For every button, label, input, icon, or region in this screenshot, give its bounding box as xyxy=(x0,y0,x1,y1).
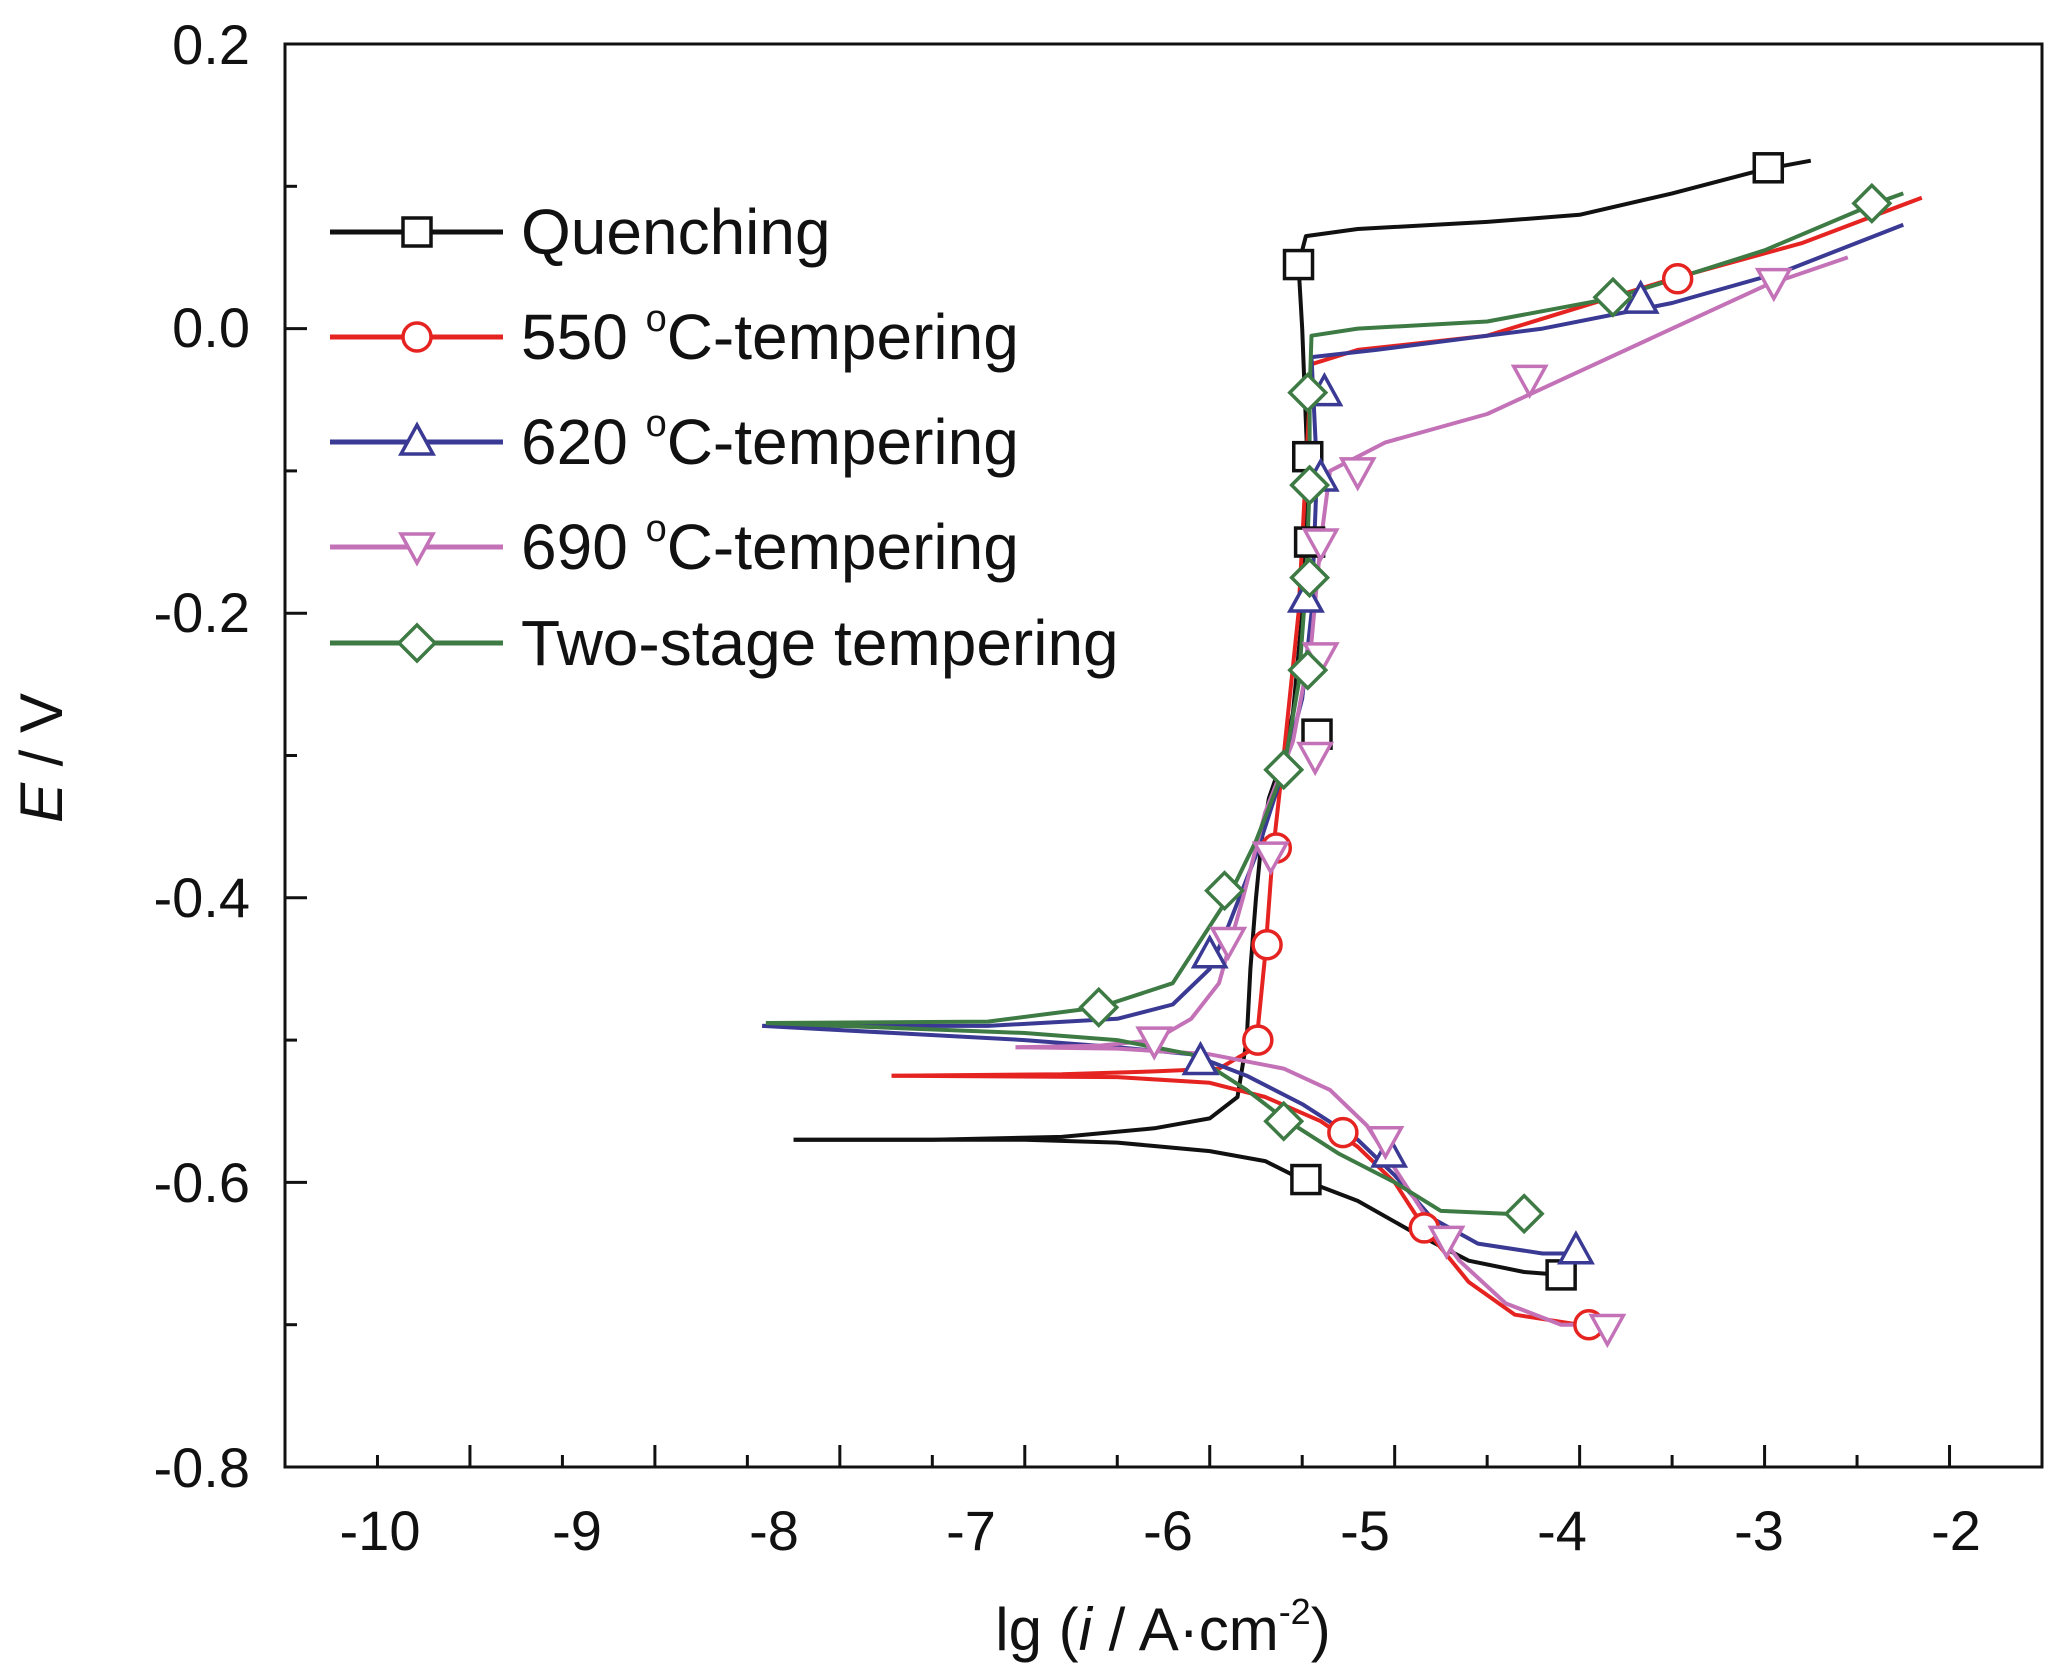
data-marker-diamond xyxy=(1263,1100,1305,1142)
x-tick-label: -9 xyxy=(552,1499,602,1562)
data-marker-diamond xyxy=(1287,372,1329,414)
y-tick-label: -0.2 xyxy=(154,581,251,644)
legend-label: 620 oC-tempering xyxy=(521,403,1019,478)
data-marker-triangle-down xyxy=(1251,841,1290,876)
curve-cathodic-550-c-tempering xyxy=(891,1073,1589,1327)
legend-entry: Quenching xyxy=(330,196,831,268)
data-marker-triangle-up xyxy=(1286,578,1325,613)
curve-anodic-690-c-tempering xyxy=(1015,255,1849,1050)
x-tick-label: -5 xyxy=(1340,1499,1390,1562)
legend-entry: Two-stage tempering xyxy=(330,607,1119,679)
data-marker-triangle-down xyxy=(1209,926,1248,962)
data-marker-square xyxy=(1282,248,1315,281)
data-marker-triangle-up xyxy=(1181,1040,1220,1076)
legend-circle-marker xyxy=(401,321,433,353)
legend-triangle-up-marker xyxy=(398,421,436,456)
legend-label: 550 oC-tempering xyxy=(521,298,1019,373)
data-marker-diamond xyxy=(1503,1193,1545,1235)
markers-layer xyxy=(1078,152,1893,1349)
data-marker-diamond xyxy=(1263,749,1305,791)
x-tick-label: -4 xyxy=(1537,1499,1587,1562)
data-marker-triangle-down xyxy=(1338,457,1377,492)
data-marker-circle xyxy=(1661,263,1694,295)
data-marker-triangle-down xyxy=(1135,1026,1174,1061)
data-marker-diamond xyxy=(1851,182,1893,224)
y-axis-label: E / V xyxy=(8,693,75,823)
data-marker-triangle-down xyxy=(1301,528,1340,563)
data-marker-diamond xyxy=(1289,464,1331,506)
y-tick-label: 0.0 xyxy=(172,296,250,359)
data-marker-triangle-up xyxy=(1556,1230,1595,1265)
x-axis-tick-labels: -10 -9 -8 -7 -6 -5 -4 -3 -2 xyxy=(340,1499,1981,1562)
x-tick-label: -3 xyxy=(1734,1499,1784,1562)
data-marker-diamond xyxy=(1592,276,1634,318)
x-tick-label: -6 xyxy=(1143,1499,1193,1562)
legend-entry: 690 oC-tempering xyxy=(330,508,1019,583)
data-marker-diamond xyxy=(1289,557,1331,599)
data-marker-square xyxy=(1290,1163,1322,1196)
data-marker-circle xyxy=(1327,1116,1359,1149)
y-axis-tick-labels: -0.8 -0.6 -0.4 -0.2 0.0 0.2 xyxy=(154,13,251,1499)
legend-label: Quenching xyxy=(521,196,831,268)
legend-square-marker xyxy=(401,216,433,248)
data-marker-triangle-up xyxy=(1190,934,1229,969)
y-tick-label: 0.2 xyxy=(172,13,250,76)
x-tick-label: -7 xyxy=(946,1499,996,1562)
data-marker-triangle-down xyxy=(1427,1225,1466,1260)
data-marker-square xyxy=(1545,1259,1577,1291)
x-axis-label: lg (i / A·cm-2) xyxy=(995,1591,1330,1663)
data-marker-triangle-down xyxy=(1588,1313,1627,1349)
data-marker-triangle-down xyxy=(1296,741,1335,777)
data-marker-triangle-down xyxy=(1366,1125,1405,1161)
legend-entry: 620 oC-tempering xyxy=(330,403,1019,478)
data-marker-circle xyxy=(1251,929,1283,961)
data-marker-diamond xyxy=(1078,986,1120,1028)
x-tick-label: -10 xyxy=(340,1499,421,1562)
data-marker-triangle-down xyxy=(1754,267,1793,303)
x-tick-label: -2 xyxy=(1931,1499,1981,1562)
y-tick-label: -0.6 xyxy=(154,1151,251,1214)
data-marker-diamond xyxy=(1287,649,1329,691)
legend: Quenching 550 oC-tempering 620 oC-temper… xyxy=(330,196,1119,679)
legend-diamond-marker xyxy=(396,622,438,664)
data-marker-diamond xyxy=(1204,870,1246,912)
legend-entry: 550 oC-tempering xyxy=(330,298,1019,373)
ticks-layer xyxy=(285,42,1952,1469)
x-tick-label: -8 xyxy=(749,1499,799,1562)
y-tick-label: -0.8 xyxy=(154,1436,251,1499)
legend-triangle-down-marker xyxy=(398,532,436,567)
legend-label: 690 oC-tempering xyxy=(521,508,1019,583)
data-marker-triangle-down xyxy=(1510,364,1549,400)
y-tick-label: -0.4 xyxy=(154,866,251,929)
data-marker-circle xyxy=(1242,1024,1274,1056)
data-marker-square xyxy=(1752,152,1785,184)
legend-label: Two-stage tempering xyxy=(521,607,1119,679)
